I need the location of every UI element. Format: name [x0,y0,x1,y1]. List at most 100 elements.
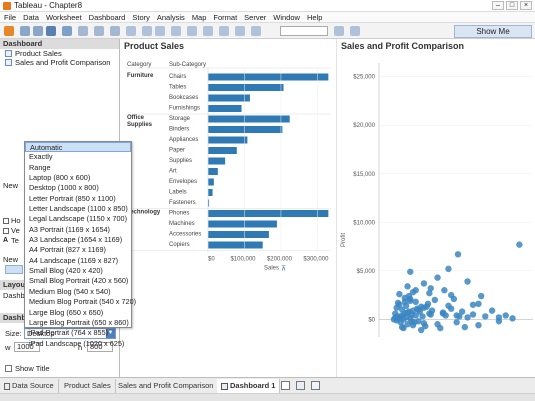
undo-icon[interactable] [20,26,30,36]
object-horizontal[interactable]: Ho [3,216,21,225]
bar [208,115,290,123]
sheet-item-sales-profit[interactable]: Sales and Profit Comparison [0,58,119,67]
tab-data-source[interactable]: Data Source [0,379,59,393]
subcategory-label: Fasteners [169,200,196,206]
object-vertical[interactable]: Ve [3,226,20,235]
redo-icon[interactable] [33,26,43,36]
width-input[interactable]: 1000 [14,342,40,352]
scatter-point [407,268,414,275]
size-dropdown[interactable]: Desktop ▼ [24,328,116,339]
sort-asc-icon[interactable] [142,26,152,36]
menu-server[interactable]: Server [244,13,267,22]
size-option[interactable]: Letter Landscape (1100 x 850) [29,204,128,214]
layout-item[interactable]: Dashbo [3,291,29,300]
sheet-tab-bar: Data Source Product Sales Sales and Prof… [0,377,535,393]
size-option[interactable]: Exactly [29,152,53,162]
size-option[interactable]: A4 Portrait (827 x 1169) [29,245,106,255]
tab-product-sales[interactable]: Product Sales [60,379,116,393]
menu-map[interactable]: Map [191,13,207,22]
y-tick-label: $10,000 [353,220,375,226]
menu-dashboard[interactable]: Dashboard [88,13,126,22]
chevron-down-icon[interactable]: ▼ [106,329,115,338]
size-option[interactable]: Small Blog Portrait (420 x 560) [29,276,129,286]
object-label: Ve [11,226,20,235]
menu-analysis[interactable]: Analysis [156,13,185,22]
scatter-point [482,313,489,320]
subcategory-label: Appliances [169,137,198,143]
close-button[interactable]: × [520,1,532,10]
sheet-item-product-sales[interactable]: Product Sales [0,49,119,58]
size-option[interactable]: Large Blog Portrait (650 x 860) [29,317,129,327]
menu-data[interactable]: Data [23,13,39,22]
worksheet-icon [5,59,12,66]
new-worksheet-tab-icon[interactable] [281,381,290,390]
size-option[interactable]: Legal Landscape (1150 x 700) [29,214,128,224]
subcategory-label: Tables [169,85,186,91]
tab-dashboard-1[interactable]: Dashboard 1 [217,379,281,393]
menu-window[interactable]: Window [273,13,300,22]
scatter-point [437,324,444,332]
size-option[interactable]: A4 Landscape (1169 x 827) [29,255,119,265]
menu-worksheet[interactable]: Worksheet [45,13,82,22]
highlight-icon[interactable] [235,26,245,36]
clear-icon[interactable] [110,26,120,36]
bar [208,199,210,207]
new-dashboard-tab-icon[interactable] [296,381,305,390]
show-me-button[interactable]: Show Me [454,25,532,38]
size-option[interactable]: Desktop (1000 x 800) [29,183,99,193]
share-icon[interactable] [350,26,360,36]
sheet-label: Sales and Profit Comparison [15,58,111,67]
show-title-option[interactable]: Show Title [5,364,50,373]
tab-sales-profit[interactable]: Sales and Profit Comparison [114,379,219,393]
size-option[interactable]: Letter Portrait (850 x 1100) [29,193,116,203]
vertical-container-icon [3,227,9,234]
scatter-point [495,314,503,321]
subcategory-label: Copiers [169,242,190,248]
size-option[interactable]: iPad Portrait (764 x 855) [29,328,109,338]
sort-desc-icon[interactable] [155,26,165,36]
object-text[interactable]: A Te [3,236,19,245]
save-icon[interactable] [46,26,56,36]
present-icon[interactable] [334,26,344,36]
duplicate-icon[interactable] [94,26,104,36]
menu-story[interactable]: Story [132,13,150,22]
new-worksheet-icon[interactable] [78,26,88,36]
menu-file[interactable]: File [4,13,17,22]
size-option[interactable]: Laptop (800 x 600) [29,173,91,183]
menu-format[interactable]: Format [213,13,238,22]
menu-help[interactable]: Help [306,13,323,22]
size-option[interactable]: Small Blog (420 x 420) [29,266,103,276]
category-label: Supplies [127,122,153,128]
pin-icon[interactable] [203,26,213,36]
size-option[interactable]: iPad Landscape (1020 x 625) [29,338,125,348]
fit-dropdown[interactable] [280,26,328,36]
tableau-logo-icon[interactable] [4,26,14,36]
window-controls: – □ × [492,1,532,10]
show-title-checkbox[interactable] [5,365,12,372]
y-axis-label: Profit [341,233,347,247]
new-story-tab-icon[interactable] [311,381,320,390]
size-option[interactable]: Range [29,162,51,172]
tooltip-icon[interactable] [251,26,261,36]
tiled-floating-toggle[interactable] [5,265,23,274]
minimize-button[interactable]: – [492,1,504,10]
group-icon[interactable] [171,26,181,36]
bar [208,126,283,133]
scatter-point [447,305,455,312]
size-option[interactable]: Medium Blog Portrait (540 x 720) [29,297,137,307]
size-option[interactable]: Automatic [25,142,131,153]
tab-label: Data Source [12,381,54,390]
size-option[interactable]: A3 Portrait (1169 x 1654) [29,224,110,234]
fit-icon[interactable] [219,26,229,36]
window-titlebar: Tableau - Chapter8 – □ × [0,0,535,12]
height-input[interactable]: 800 [87,342,113,352]
add-datasource-icon[interactable] [62,26,72,36]
size-option[interactable]: Large Blog (650 x 650) [29,307,104,317]
size-option[interactable]: Medium Blog (540 x 540) [29,286,111,296]
maximize-button[interactable]: □ [506,1,518,10]
scatter-point [416,308,424,315]
swap-icon[interactable] [126,26,136,36]
label-icon[interactable] [187,26,197,36]
scatter-point [439,310,447,317]
size-option[interactable]: A3 Landscape (1654 x 1169) [29,235,123,245]
